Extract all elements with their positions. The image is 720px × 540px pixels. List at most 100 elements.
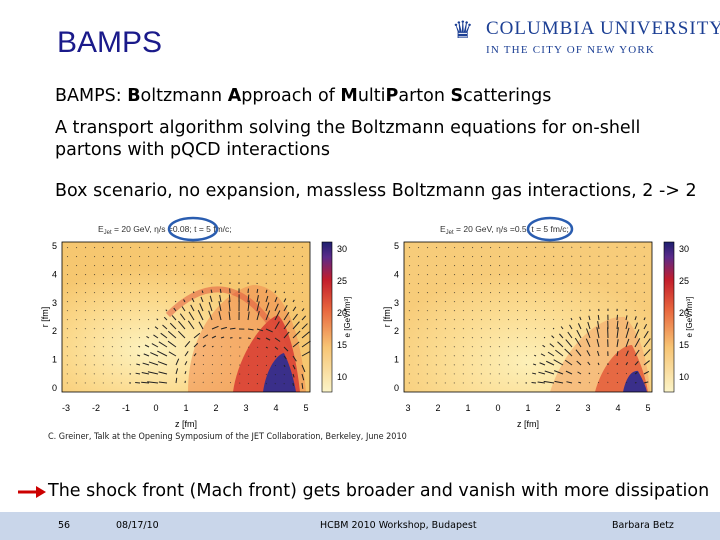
velocity-arrow <box>111 292 114 294</box>
velocity-arrow <box>643 323 648 330</box>
velocity-arrow <box>596 327 600 339</box>
velocity-arrow <box>453 319 456 321</box>
velocity-arrow <box>435 265 438 267</box>
velocity-arrow <box>489 282 492 285</box>
velocity-arrow <box>426 274 429 276</box>
velocity-arrow <box>211 363 214 366</box>
velocity-arrow <box>292 321 300 330</box>
colorbar <box>663 241 675 393</box>
velocity-arrow <box>516 291 519 294</box>
velocity-arrow <box>634 338 641 348</box>
crown-icon: ♛ <box>452 16 474 44</box>
velocity-arrow <box>147 327 150 330</box>
velocity-arrow <box>526 264 528 267</box>
velocity-arrow <box>211 345 214 348</box>
velocity-arrow <box>444 283 447 285</box>
velocity-arrow <box>597 382 600 384</box>
velocity-arrow <box>220 372 223 375</box>
velocity-arrow <box>489 319 492 321</box>
footer-event: HCBM 2010 Workshop, Budapest <box>320 520 477 531</box>
velocity-arrow <box>534 354 537 357</box>
velocity-arrow <box>129 328 132 330</box>
velocity-arrow <box>200 296 204 303</box>
velocity-arrow <box>166 291 168 294</box>
velocity-arrow <box>166 282 168 285</box>
x-tick-labels: -3 -2 -1 0 1 2 3 4 5 <box>62 403 309 413</box>
velocity-arrow <box>175 377 178 384</box>
velocity-arrow <box>209 295 213 303</box>
velocity-arrow <box>489 255 492 258</box>
velocity-arrow <box>138 282 141 285</box>
velocity-arrow <box>586 350 591 357</box>
velocity-arrow <box>534 318 537 321</box>
velocity-arrow <box>525 318 528 321</box>
velocity-arrow <box>274 337 281 342</box>
velocity-arrow <box>219 288 222 294</box>
velocity-arrow <box>531 381 537 384</box>
footer-author: Barbara Betz <box>612 520 674 531</box>
velocity-arrow <box>471 283 474 285</box>
velocity-arrow <box>265 295 269 303</box>
velocity-arrow <box>283 346 289 352</box>
velocity-arrow <box>175 282 177 285</box>
velocity-arrow <box>111 264 114 267</box>
velocity-arrow <box>177 330 186 339</box>
velocity-arrow <box>471 292 474 294</box>
velocity-arrow <box>471 319 474 321</box>
velocity-arrow <box>256 288 259 294</box>
velocity-arrow <box>553 300 555 303</box>
velocity-arrow <box>526 246 528 249</box>
velocity-arrow <box>184 351 189 357</box>
velocity-arrow <box>265 310 271 321</box>
velocity-arrow <box>111 246 114 249</box>
x-tick-label: 3 <box>405 403 410 413</box>
velocity-arrow <box>543 336 546 339</box>
velocity-arrow <box>534 337 537 339</box>
velocity-arrow <box>256 355 259 357</box>
velocity-arrow <box>247 294 250 303</box>
velocity-arrow <box>516 309 519 312</box>
y-tick-label: 2 <box>52 326 57 336</box>
velocity-arrow <box>643 330 649 339</box>
velocity-arrow <box>625 372 628 375</box>
velocity-arrow <box>188 311 195 321</box>
velocity-arrow <box>66 292 69 294</box>
red-arrow-icon <box>18 486 46 498</box>
velocity-arrow <box>634 322 638 330</box>
velocity-arrow <box>265 346 268 349</box>
velocity-arrow <box>292 313 298 321</box>
velocity-arrow <box>247 382 250 385</box>
velocity-arrow <box>220 364 223 366</box>
colorbar-tick-label: 20 <box>337 308 347 318</box>
velocity-arrow <box>480 301 483 303</box>
velocity-arrow <box>532 363 537 366</box>
colorbar-tick-label: 20 <box>679 308 689 318</box>
velocity-arrow <box>559 333 564 339</box>
velocity-arrow <box>143 353 150 357</box>
velocity-arrow <box>480 264 483 267</box>
velocity-arrow <box>435 256 438 258</box>
velocity-arrow <box>301 351 310 357</box>
velocity-arrow <box>157 291 159 294</box>
velocity-arrow <box>148 255 150 258</box>
velocity-arrow <box>498 273 501 276</box>
velocity-arrow <box>544 370 555 375</box>
velocity-arrow <box>301 364 306 373</box>
velocity-arrow <box>190 304 195 312</box>
velocity-arrow <box>102 255 105 258</box>
velocity-arrow <box>178 320 186 330</box>
velocity-arrow <box>517 255 519 258</box>
velocity-arrow <box>283 298 287 303</box>
velocity-arrow <box>191 297 195 303</box>
velocity-arrow <box>480 282 483 285</box>
velocity-arrow <box>634 361 639 366</box>
bullet1-t0: oltzmann <box>140 86 228 106</box>
velocity-arrow <box>535 291 537 294</box>
velocity-arrow <box>516 337 519 339</box>
velocity-arrow <box>153 334 159 339</box>
velocity-arrow <box>102 292 105 294</box>
velocity-arrow <box>489 301 492 303</box>
velocity-arrow <box>136 363 141 366</box>
velocity-arrow <box>489 273 492 276</box>
velocity-arrow <box>565 339 573 348</box>
